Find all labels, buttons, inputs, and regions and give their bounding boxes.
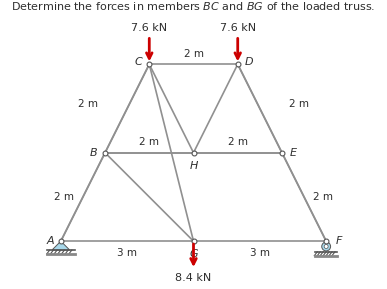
Text: 2 m: 2 m [183,49,204,59]
Text: 2 m: 2 m [54,192,74,202]
Text: G: G [189,249,198,259]
Text: 7.6 kN: 7.6 kN [131,23,167,33]
Text: 7.6 kN: 7.6 kN [220,23,256,33]
Text: 2 m: 2 m [313,192,333,202]
Text: 3 m: 3 m [117,248,137,258]
Circle shape [324,244,328,249]
Circle shape [322,242,330,251]
Text: 2 m: 2 m [139,138,159,147]
Text: D: D [244,57,253,67]
Text: A: A [46,236,54,246]
Text: B: B [89,148,97,158]
Text: 2 m: 2 m [79,99,98,109]
Polygon shape [52,241,70,250]
Text: 3 m: 3 m [250,248,270,258]
Text: Determine the forces in members $\it{BC}$ and $\it{BG}$ of the loaded truss.: Determine the forces in members $\it{BC}… [11,0,376,12]
Text: C: C [135,57,143,67]
Text: E: E [290,148,297,158]
Text: H: H [189,161,198,171]
Text: 8.4 kN: 8.4 kN [175,273,212,283]
Text: F: F [336,236,342,246]
Text: 2 m: 2 m [228,138,248,147]
Text: 2 m: 2 m [289,99,308,109]
